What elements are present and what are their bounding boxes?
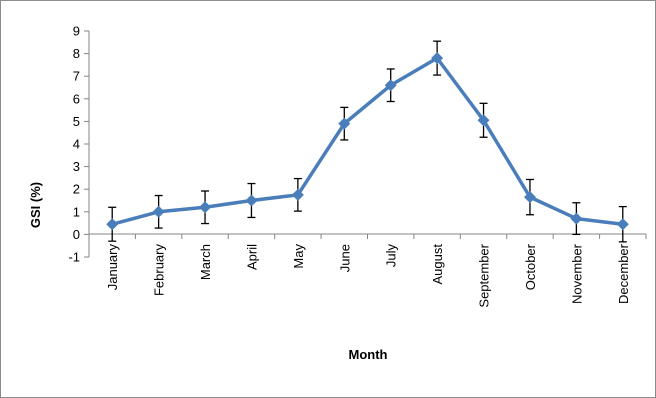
y-axis-title: GSI (%) bbox=[28, 182, 43, 228]
x-tick-label: July bbox=[384, 244, 399, 268]
data-point-marker bbox=[616, 218, 629, 231]
x-tick-label: March bbox=[198, 244, 213, 280]
y-tick-label: 4 bbox=[73, 137, 80, 152]
x-axis-ticks: January February March April May June July Augu… bbox=[88, 234, 647, 308]
x-tick-label: August bbox=[430, 244, 445, 285]
y-tick-label: 1 bbox=[73, 204, 80, 219]
x-tick-label: November bbox=[569, 243, 584, 304]
x-tick-label: June bbox=[337, 244, 352, 272]
x-tick-label: September bbox=[477, 243, 492, 307]
y-tick-label: 3 bbox=[73, 159, 80, 174]
y-tick-label: 7 bbox=[73, 69, 80, 84]
data-point-marker bbox=[338, 117, 351, 130]
x-tick-label: January bbox=[105, 244, 120, 291]
data-point-marker bbox=[152, 205, 165, 218]
y-axis-ticks: -1 0 1 2 3 4 5 6 7 8 9 bbox=[68, 24, 89, 265]
data-point-marker bbox=[384, 79, 397, 92]
x-tick-label: February bbox=[152, 244, 167, 297]
data-point-marker bbox=[106, 218, 119, 231]
y-tick-label: 0 bbox=[73, 227, 80, 242]
x-axis-title: Month bbox=[349, 347, 388, 362]
error-bars bbox=[108, 40, 627, 243]
x-tick-label: October bbox=[523, 243, 538, 290]
x-tick-label: April bbox=[244, 244, 259, 270]
data-markers bbox=[106, 52, 629, 231]
y-tick-label: 9 bbox=[73, 24, 80, 39]
y-tick-label: 8 bbox=[73, 46, 80, 61]
data-point-marker bbox=[245, 194, 258, 207]
y-tick-label: 6 bbox=[73, 91, 80, 106]
y-tick-label: 5 bbox=[73, 114, 80, 129]
series-line bbox=[111, 56, 624, 226]
data-point-marker bbox=[570, 212, 583, 225]
y-tick-label: 2 bbox=[73, 182, 80, 197]
data-point-marker bbox=[199, 201, 212, 214]
data-point-marker bbox=[477, 114, 490, 127]
data-point-marker bbox=[523, 191, 536, 204]
data-point-marker bbox=[431, 52, 444, 65]
y-tick-label: -1 bbox=[68, 250, 80, 265]
data-point-marker bbox=[291, 188, 304, 201]
x-tick-label: May bbox=[291, 244, 306, 269]
x-tick-label: December bbox=[616, 243, 631, 304]
